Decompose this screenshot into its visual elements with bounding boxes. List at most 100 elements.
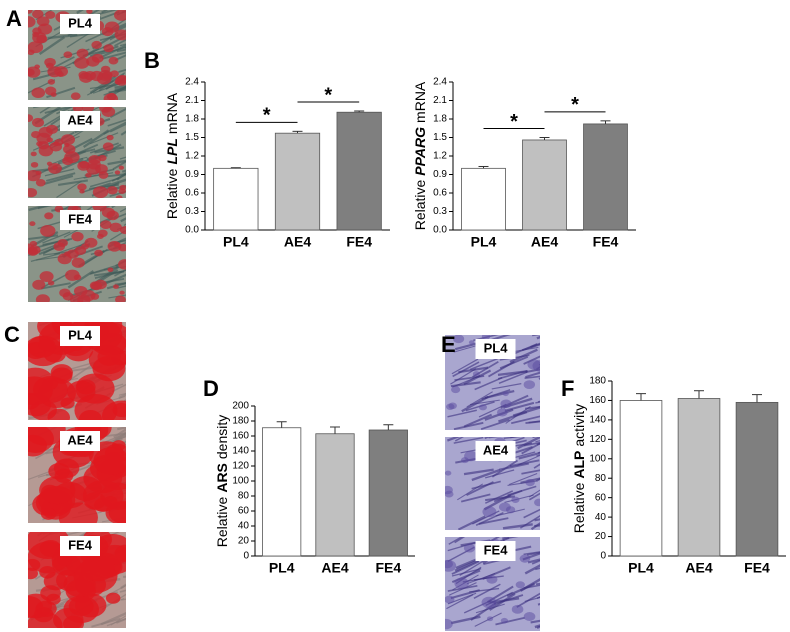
stain bbox=[107, 240, 122, 252]
fiber bbox=[94, 143, 122, 160]
fiber bbox=[509, 459, 540, 468]
stain bbox=[42, 377, 59, 390]
stain bbox=[40, 224, 56, 237]
fiber bbox=[452, 361, 480, 378]
y-tick-label: 0 bbox=[600, 551, 606, 562]
y-tick-label: 100 bbox=[232, 476, 249, 487]
y-tick-label: 180 bbox=[589, 376, 606, 387]
image-label-box bbox=[475, 339, 516, 359]
fiber bbox=[536, 442, 540, 446]
stain bbox=[515, 581, 525, 589]
fiber bbox=[119, 156, 126, 160]
stain bbox=[47, 79, 56, 85]
stain bbox=[85, 172, 92, 178]
stain bbox=[31, 117, 45, 128]
fiber bbox=[100, 611, 126, 626]
stain bbox=[114, 29, 126, 41]
fiber bbox=[481, 389, 511, 400]
fiber bbox=[453, 421, 484, 430]
y-tick-label: 40 bbox=[595, 512, 607, 523]
fiber bbox=[119, 207, 126, 213]
y-tick-label: 1.5 bbox=[185, 132, 199, 143]
panel-letter: A bbox=[6, 6, 22, 31]
fiber bbox=[528, 420, 540, 424]
fiber bbox=[485, 490, 514, 504]
fiber bbox=[67, 270, 94, 289]
error-bar bbox=[354, 110, 365, 113]
y-axis-label: Relative PPARG mRNA bbox=[412, 81, 428, 230]
fiber bbox=[537, 602, 540, 606]
micrograph bbox=[28, 107, 126, 198]
fiber bbox=[536, 335, 540, 340]
stain bbox=[70, 92, 81, 100]
fiber bbox=[114, 38, 126, 47]
fiber bbox=[117, 285, 126, 289]
stain bbox=[91, 53, 104, 63]
stain bbox=[63, 51, 73, 59]
stain bbox=[63, 615, 85, 628]
stain bbox=[30, 151, 37, 157]
micrograph bbox=[28, 427, 126, 523]
fiber bbox=[451, 358, 479, 375]
fiber bbox=[117, 427, 126, 431]
y-tick-label: 0.0 bbox=[185, 225, 199, 236]
x-tick-label: PL4 bbox=[269, 560, 295, 576]
panel-letter: D bbox=[203, 376, 219, 401]
y-tick-label: 120 bbox=[232, 461, 249, 472]
stain bbox=[86, 10, 93, 14]
y-tick-label: 1.8 bbox=[185, 114, 199, 125]
stain bbox=[445, 560, 457, 572]
fiber bbox=[517, 437, 540, 450]
fiber bbox=[503, 437, 522, 439]
fiber bbox=[469, 587, 500, 593]
fiber bbox=[491, 335, 511, 341]
y-axis-label-part: ALP bbox=[571, 451, 587, 479]
fiber bbox=[116, 617, 126, 624]
fiber bbox=[76, 10, 84, 14]
fiber bbox=[123, 341, 126, 345]
y-axis-label-part: Relative bbox=[571, 482, 587, 533]
bar bbox=[735, 401, 779, 557]
y-tick-label: 1.2 bbox=[185, 151, 199, 162]
fiber bbox=[473, 583, 501, 599]
fiber bbox=[110, 615, 126, 626]
y-axis-label-part: mRNA bbox=[412, 81, 428, 123]
fiber bbox=[30, 253, 61, 263]
fiber bbox=[528, 489, 540, 498]
stain bbox=[106, 186, 118, 195]
fiber bbox=[537, 451, 540, 454]
stain bbox=[104, 21, 120, 33]
fiber bbox=[478, 517, 509, 525]
fiber bbox=[103, 432, 126, 438]
stain bbox=[97, 348, 121, 366]
fiber bbox=[527, 558, 540, 564]
fiber bbox=[122, 414, 126, 419]
fiber bbox=[517, 454, 540, 466]
fiber bbox=[33, 107, 41, 109]
image-label: AE4 bbox=[67, 432, 93, 447]
stain bbox=[95, 164, 108, 174]
stain bbox=[445, 470, 452, 476]
fiber bbox=[108, 294, 126, 299]
fiber bbox=[96, 10, 119, 16]
significance-mark: * bbox=[510, 111, 518, 133]
image-label-box bbox=[475, 441, 516, 461]
stain bbox=[53, 242, 65, 251]
image-label: AE4 bbox=[67, 112, 93, 127]
fiber bbox=[66, 30, 93, 49]
fiber bbox=[100, 46, 126, 55]
fiber bbox=[454, 537, 466, 544]
y-tick-label: 180 bbox=[232, 416, 249, 427]
fiber bbox=[536, 596, 540, 599]
bar bbox=[522, 139, 567, 231]
y-tick-label: 80 bbox=[595, 473, 607, 484]
fiber bbox=[446, 594, 474, 610]
fiber bbox=[531, 559, 540, 565]
stain bbox=[34, 64, 40, 69]
fiber bbox=[510, 437, 518, 439]
stain bbox=[486, 575, 498, 584]
x-tick-label: AE4 bbox=[284, 234, 311, 250]
image-label: FE4 bbox=[68, 537, 93, 552]
stain bbox=[105, 592, 121, 604]
stain bbox=[496, 408, 508, 417]
